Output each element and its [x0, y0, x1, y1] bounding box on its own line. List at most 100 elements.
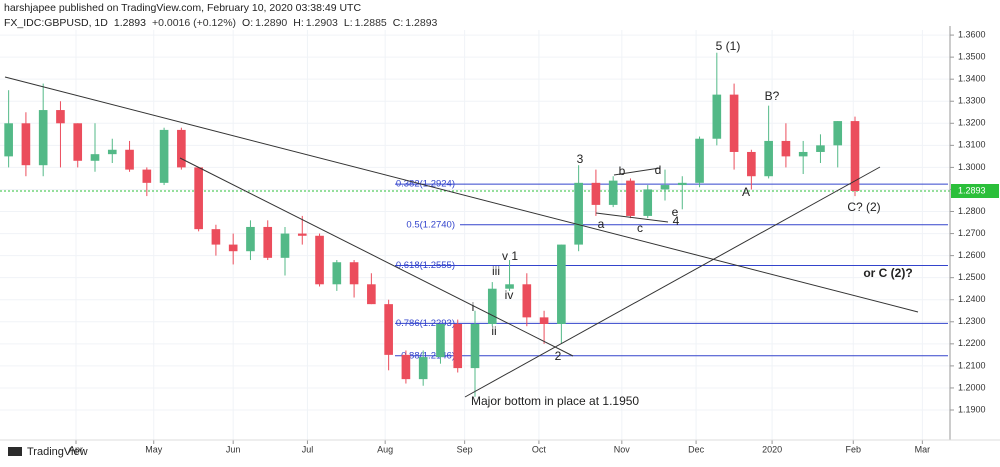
candle-body — [107, 149, 117, 155]
y-tick-label: 1.2400 — [958, 294, 986, 304]
candle-body — [591, 182, 601, 205]
ohlc-value: 1.2903 — [306, 17, 338, 29]
ohlc-key: H: — [293, 17, 304, 29]
candle-body — [833, 121, 843, 146]
candle-body — [574, 182, 583, 245]
candle-body — [38, 110, 48, 166]
ohlc-value: 1.2885 — [355, 17, 387, 29]
candle-body — [487, 288, 497, 324]
candle-body — [764, 140, 773, 177]
fib-label: 0.618(1.2555) — [396, 260, 455, 271]
footer-logo: TradingView — [8, 446, 88, 458]
candle-body — [781, 140, 791, 157]
candle-body — [367, 284, 376, 305]
wave-label: A — [742, 185, 750, 199]
publisher: harshjapee published on TradingView.com,… — [4, 2, 361, 14]
fib-label: 0.5(1.2740) — [406, 219, 455, 230]
y-tick-label: 1.2300 — [958, 316, 986, 326]
candle-body — [470, 323, 480, 369]
wave-label: iv — [505, 288, 514, 302]
wave-label: e — [672, 205, 679, 219]
symbol-row: FX_IDC:GBPUSD, 1D 1.2893 +0.0016 (+0.12%) O… — [4, 17, 438, 29]
trend-line — [595, 212, 669, 223]
trend-lines — [4, 76, 919, 398]
candle-body — [557, 244, 566, 324]
y-tick-label: 1.2700 — [958, 228, 986, 238]
candle-body — [522, 284, 532, 318]
y-tick-label: 1.2100 — [958, 360, 986, 370]
y-tick-label: 1.2200 — [958, 338, 986, 348]
candle-body — [332, 262, 342, 285]
plot: 0.382(1.2924) 0.5(1.2740) 0.618(1.2555) 0.7… — [0, 30, 950, 440]
ohlc-key: L: — [344, 17, 353, 29]
candle-body — [798, 151, 808, 157]
x-tick-label: Jul — [302, 444, 314, 454]
candle-body — [4, 123, 13, 157]
y-tick-label: 1.2000 — [958, 382, 986, 392]
candle-body — [297, 233, 307, 236]
wave-label: a — [598, 217, 605, 231]
x-tick-label: Nov — [614, 444, 631, 454]
candle-body — [850, 121, 860, 191]
price: 1.2893 — [114, 17, 146, 29]
candle-body — [384, 304, 393, 355]
y-tick-label: 1.3400 — [958, 74, 986, 84]
candle-body — [90, 154, 100, 161]
x-tick-label: Jun — [226, 444, 241, 454]
wave-label: 5 (1) — [716, 39, 741, 53]
y-tick-label: 1.3600 — [958, 29, 986, 39]
candle-body — [56, 110, 65, 124]
y-tick-label: 1.3200 — [958, 118, 986, 128]
y-tick-label: 1.2800 — [958, 206, 986, 216]
trend-line — [613, 167, 661, 176]
y-tick-label: 1.3100 — [958, 140, 986, 150]
candle-body — [246, 226, 255, 252]
wave-label: b — [619, 164, 626, 178]
wave-label: 2 — [555, 349, 562, 363]
alt-count-note: or C (2)? — [863, 266, 912, 280]
wave-label: iii — [492, 264, 500, 278]
y-tick-label: 1.2600 — [958, 250, 986, 260]
y-tick-label: 1.3500 — [958, 52, 986, 62]
change: +0.0016 (+0.12%) — [152, 17, 236, 29]
candle-body — [349, 262, 359, 285]
wave-label: i — [472, 300, 475, 314]
candle-body — [453, 323, 463, 369]
x-tick-label: Aug — [377, 444, 393, 454]
candle-body — [729, 94, 739, 152]
fib-label: 0.88(1.2146) — [401, 350, 455, 361]
candle-body — [539, 317, 549, 324]
logo-mark — [8, 447, 22, 456]
candle-body — [194, 167, 203, 230]
candle-body — [660, 185, 670, 190]
candle-body — [263, 226, 273, 258]
ohlc-key: O: — [242, 17, 253, 29]
last-price-label: 1.2893 — [958, 185, 986, 195]
candle-body — [505, 284, 514, 289]
wave-label: 4 — [673, 214, 680, 228]
candle-body — [418, 357, 428, 380]
x-tick-label: Sep — [457, 444, 473, 454]
wave-label: v 1 — [502, 249, 518, 263]
candle-body — [73, 123, 83, 161]
wave-label: d — [655, 163, 662, 177]
wave-label: ii — [491, 324, 496, 338]
candle-body — [125, 149, 134, 170]
bottom-note: Major bottom in place at 1.1950 — [471, 394, 639, 408]
trend-line — [179, 157, 574, 357]
candle-body — [816, 145, 825, 152]
y-tick-label: 1.3300 — [958, 96, 986, 106]
candle-body — [315, 235, 324, 285]
x-tick-label: Mar — [915, 444, 931, 454]
x-tick-label: Dec — [688, 444, 705, 454]
ohlc-value: 1.2893 — [405, 17, 437, 29]
candle-body — [280, 233, 290, 258]
candle-body — [608, 180, 618, 205]
candle-body — [695, 138, 704, 183]
trend-line — [464, 166, 881, 398]
candle-body — [712, 94, 722, 139]
candle-body — [228, 244, 238, 252]
candle-body — [747, 151, 756, 177]
y-tick-label: 1.2500 — [958, 272, 986, 282]
fib-label: 0.786(1.2293) — [396, 318, 455, 329]
